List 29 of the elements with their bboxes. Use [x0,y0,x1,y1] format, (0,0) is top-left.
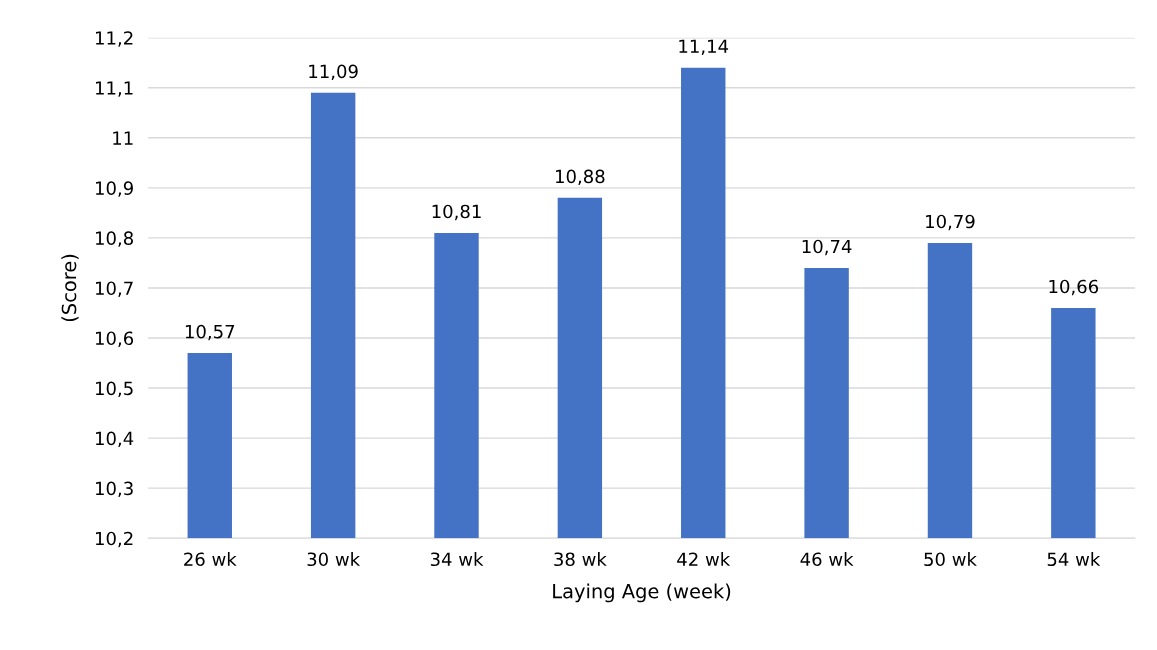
data-label: 10,57 [185,324,235,341]
y-tick-label: 10,7 [95,281,133,297]
y-tick-label: 10,6 [95,331,134,347]
data-label: 10,74 [802,239,852,256]
data-label: 10,88 [556,169,605,186]
data-label: 11,09 [309,64,358,80]
x-tick-label: 26 wk [184,552,237,567]
data-label: 10,79 [926,214,975,231]
data-label: 10,81 [432,204,481,221]
x-tick-label: 30 wk [307,552,361,567]
y-tick-label: 10,5 [95,381,133,398]
x-tick-label: 50 wk [924,552,977,567]
x-tick-label: 34 wk [430,552,484,567]
y-axis-title: (Score) [61,254,79,322]
data-label: 11,14 [679,39,729,55]
y-tick-label: 11,2 [95,31,133,47]
y-tick-label: 11,1 [95,81,133,97]
y-tick-label: 10,9 [95,181,133,197]
data-label: 10,66 [1049,279,1099,296]
x-tick-label: 46 wk [800,552,854,567]
y-tick-label: 10,4 [95,431,134,448]
x-tick-label: 54 wk [1047,552,1101,567]
y-tick-label: 11 [113,131,133,145]
y-tick-label: 10,3 [95,481,133,498]
y-tick-label: 10,2 [95,531,133,548]
x-tick-label: 38 wk [554,552,607,567]
y-tick-label: 10,8 [95,231,133,247]
x-tick-label: 42 wk [677,552,731,566]
x-axis-title: Laying Age (week) [553,583,731,603]
